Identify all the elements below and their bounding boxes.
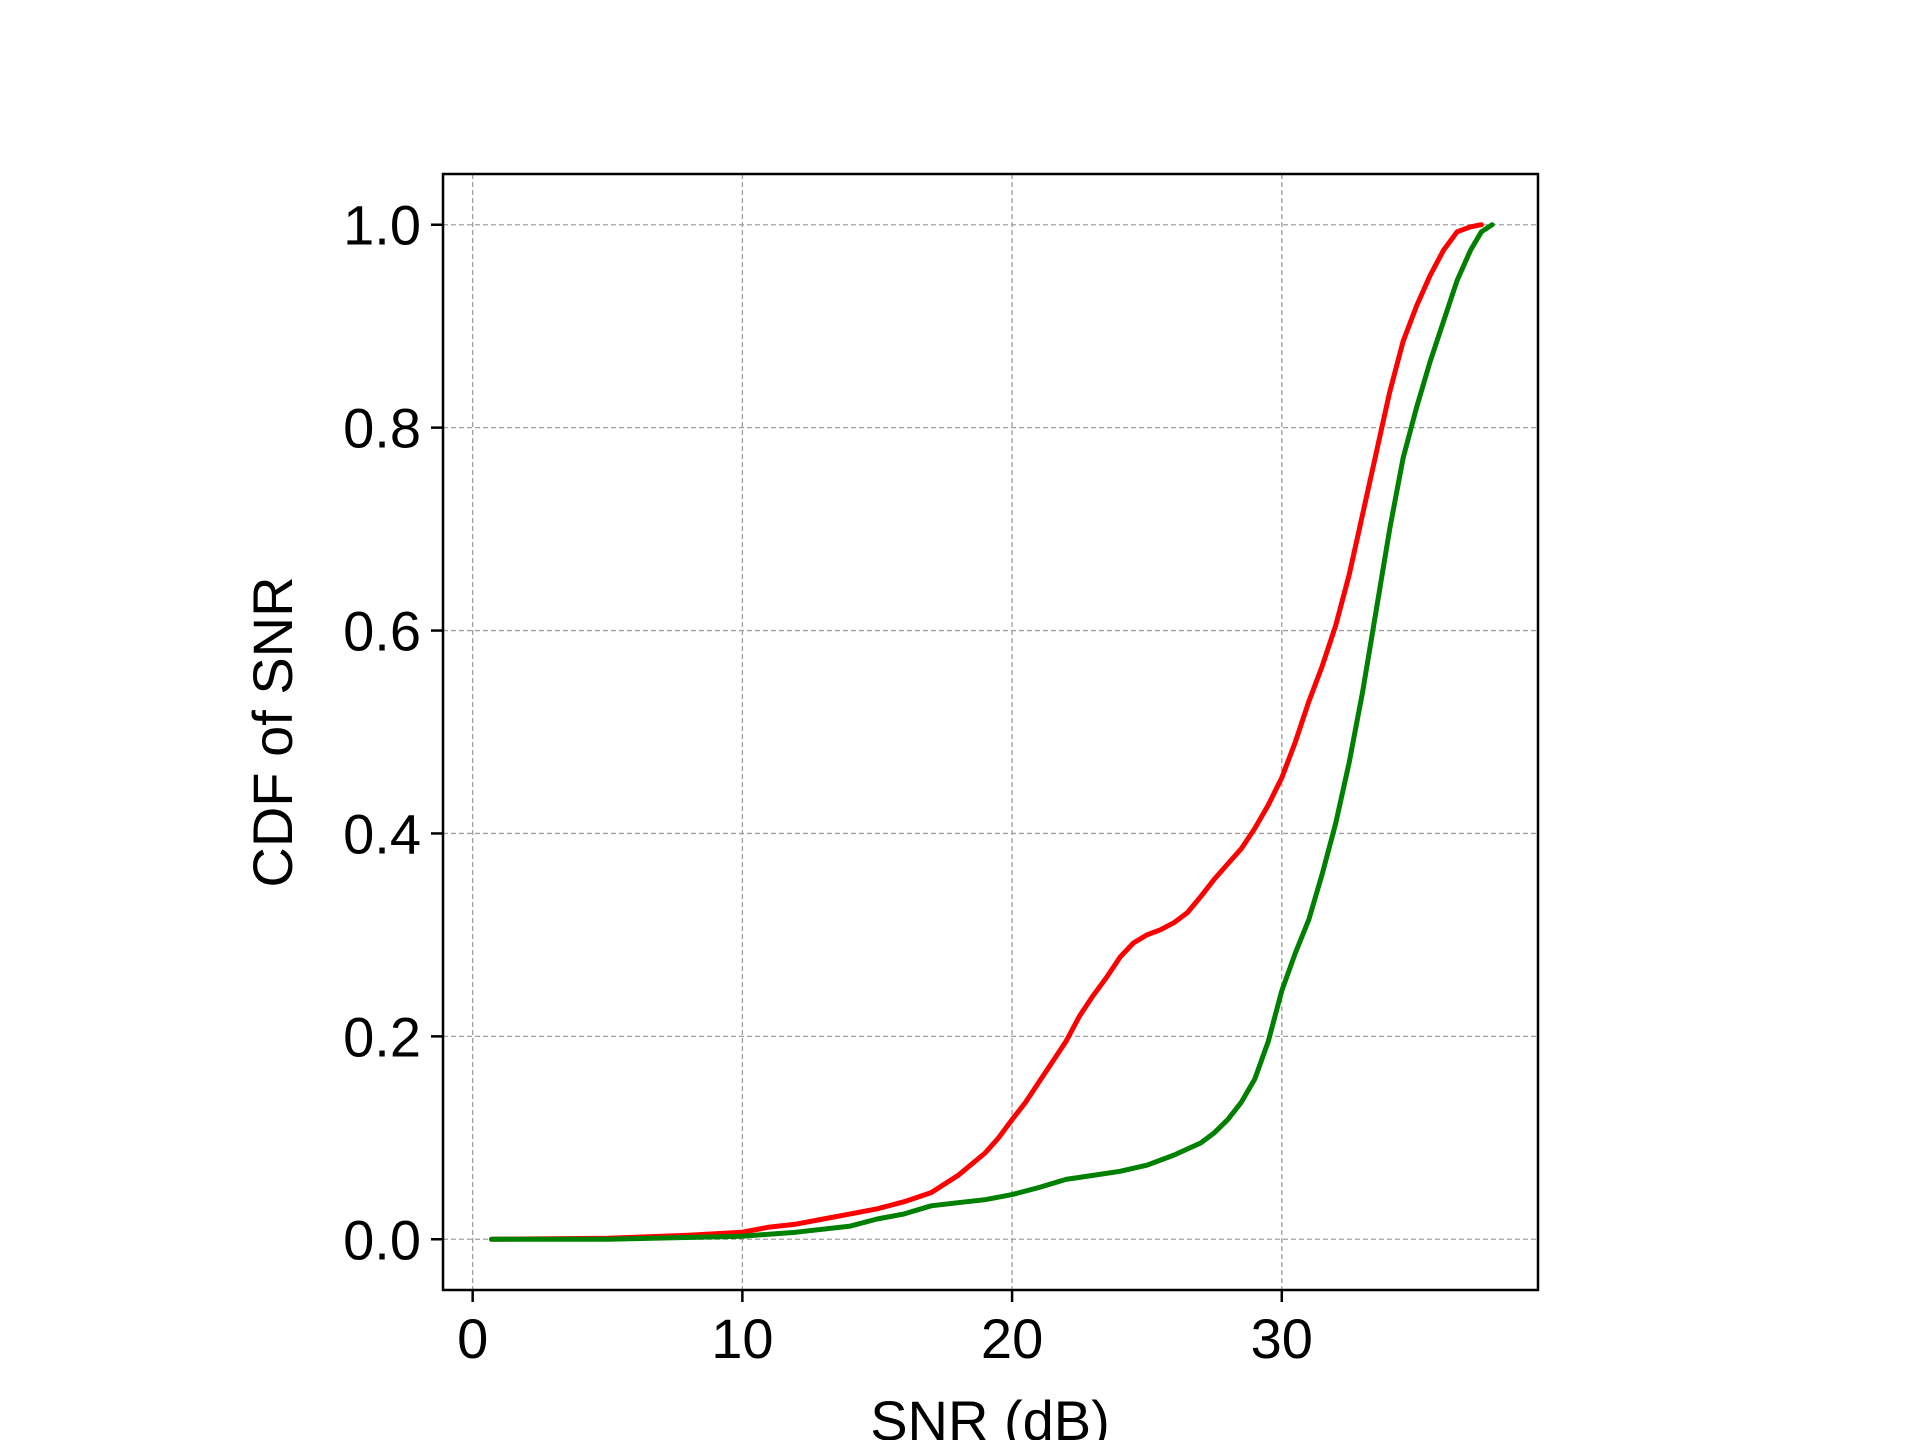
green-cdf-line [489,222,1495,1242]
grid-lines [443,174,1538,1290]
plot-area-background [443,174,1538,1290]
x-tick-label: 0 [457,1307,488,1370]
x-tick-label: 30 [1251,1307,1313,1370]
red-cdf-line [489,222,1484,1242]
y-axis-label: CDF of SNR [241,576,304,887]
y-tick-label: 0.8 [343,397,421,460]
axis-ticks: 0 10 20 30 0.0 0.2 0.4 0.6 0.8 1.0 [343,194,1313,1370]
y-tick-label: 0.2 [343,1005,421,1068]
plot-area-frame [441,172,1540,1292]
y-tick-label: 0.0 [343,1208,421,1271]
y-tick-label: 1.0 [343,194,421,257]
data-series [489,222,1495,1242]
x-tick-label: 20 [981,1307,1043,1370]
y-tick-label: 0.6 [343,600,421,663]
x-axis-label: SNR (dB) [870,1389,1110,1440]
x-tick-label: 10 [711,1307,773,1370]
y-tick-label: 0.4 [343,802,421,865]
